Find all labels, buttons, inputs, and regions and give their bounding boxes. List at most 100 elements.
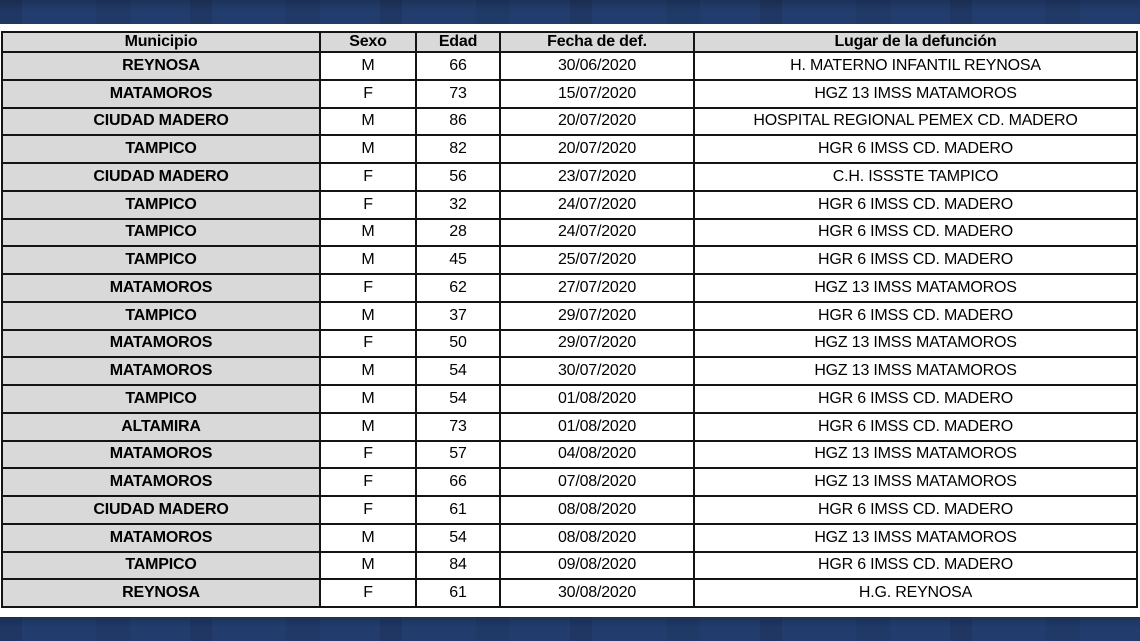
table-row: TAMPICO M 28 24/07/2020 HGR 6 IMSS CD. MADER…	[1, 217, 1138, 248]
cell-municipio: MATAMOROS	[1, 78, 321, 109]
cell-edad: 82	[415, 134, 501, 164]
cell-lugar: HGR 6 IMSS CD. MADERO	[693, 300, 1138, 331]
cell-lugar: HGZ 13 IMSS MATAMOROS	[693, 273, 1138, 303]
cell-edad: 54	[415, 522, 501, 553]
table-row: TAMPICO M 82 20/07/2020 HGR 6 IMSS CD. MADER…	[1, 134, 1138, 164]
header-row: Municipio Sexo Edad Fecha de def. Lugar de l…	[1, 31, 1138, 53]
table-row: MATAMOROS F 73 15/07/2020 HGZ 13 IMSS MATAMO…	[1, 78, 1138, 109]
cell-municipio: CIUDAD MADERO	[1, 495, 321, 525]
cell-sexo: M	[319, 356, 417, 386]
cell-lugar: HGR 6 IMSS CD. MADERO	[693, 550, 1138, 581]
cell-lugar: HGR 6 IMSS CD. MADERO	[693, 411, 1138, 442]
cell-lugar: HGZ 13 IMSS MATAMOROS	[693, 439, 1138, 470]
cell-sexo: M	[319, 384, 417, 414]
column-header-lugar: Lugar de la defunción	[693, 31, 1138, 53]
cell-fecha: 20/07/2020	[499, 134, 695, 164]
cell-municipio: TAMPICO	[1, 189, 321, 220]
cell-lugar: HGZ 13 IMSS MATAMOROS	[693, 522, 1138, 553]
table-row: CIUDAD MADERO F 61 08/08/2020 HGR 6 IMSS CD.…	[1, 495, 1138, 525]
cell-fecha: 23/07/2020	[499, 162, 695, 192]
table-row: TAMPICO M 45 25/07/2020 HGR 6 IMSS CD. MADER…	[1, 245, 1138, 275]
cell-municipio: TAMPICO	[1, 134, 321, 164]
cell-municipio: MATAMOROS	[1, 522, 321, 553]
cell-fecha: 15/07/2020	[499, 78, 695, 109]
table-row: TAMPICO M 37 29/07/2020 HGR 6 IMSS CD. MADER…	[1, 300, 1138, 331]
table-row: REYNOSA F 61 30/08/2020 H.G. REYNOSA	[1, 578, 1138, 608]
cell-municipio: TAMPICO	[1, 217, 321, 248]
cell-municipio: CIUDAD MADERO	[1, 106, 321, 137]
cell-edad: 28	[415, 217, 501, 248]
cell-edad: 37	[415, 300, 501, 331]
cell-edad: 54	[415, 384, 501, 414]
cell-sexo: F	[319, 273, 417, 303]
cell-fecha: 09/08/2020	[499, 550, 695, 581]
cell-lugar: HGR 6 IMSS CD. MADERO	[693, 495, 1138, 525]
cell-fecha: 01/08/2020	[499, 411, 695, 442]
column-header-edad: Edad	[415, 31, 501, 53]
cell-lugar: HGR 6 IMSS CD. MADERO	[693, 189, 1138, 220]
cell-edad: 50	[415, 328, 501, 359]
cell-lugar: H.G. REYNOSA	[693, 578, 1138, 608]
cell-fecha: 29/07/2020	[499, 300, 695, 331]
cell-municipio: MATAMOROS	[1, 328, 321, 359]
cell-edad: 56	[415, 162, 501, 192]
defunciones-table: Municipio Sexo Edad Fecha de def. Lugar de l…	[1, 31, 1138, 608]
cell-fecha: 08/08/2020	[499, 495, 695, 525]
cell-lugar: HOSPITAL REGIONAL PEMEX CD. MADERO	[693, 106, 1138, 137]
table-row: MATAMOROS M 54 30/07/2020 HGZ 13 IMSS MATAMO…	[1, 356, 1138, 386]
cell-fecha: 04/08/2020	[499, 439, 695, 470]
cell-lugar: HGR 6 IMSS CD. MADERO	[693, 217, 1138, 248]
cell-fecha: 30/06/2020	[499, 51, 695, 81]
cell-lugar: HGZ 13 IMSS MATAMOROS	[693, 467, 1138, 497]
cell-municipio: REYNOSA	[1, 578, 321, 608]
cell-sexo: M	[319, 550, 417, 581]
cell-sexo: M	[319, 411, 417, 442]
cell-sexo: M	[319, 217, 417, 248]
cell-edad: 61	[415, 578, 501, 608]
cell-edad: 54	[415, 356, 501, 386]
cell-edad: 57	[415, 439, 501, 470]
cell-municipio: CIUDAD MADERO	[1, 162, 321, 192]
cell-lugar: HGR 6 IMSS CD. MADERO	[693, 134, 1138, 164]
table-head: Municipio Sexo Edad Fecha de def. Lugar de l…	[1, 31, 1138, 53]
cell-fecha: 24/07/2020	[499, 217, 695, 248]
cell-edad: 32	[415, 189, 501, 220]
table-body: REYNOSA M 66 30/06/2020 H. MATERNO INFANTIL …	[1, 51, 1138, 608]
cell-lugar: C.H. ISSSTE TAMPICO	[693, 162, 1138, 192]
cell-sexo: F	[319, 328, 417, 359]
cell-municipio: TAMPICO	[1, 300, 321, 331]
cell-sexo: F	[319, 467, 417, 497]
cell-municipio: ALTAMIRA	[1, 411, 321, 442]
cell-edad: 73	[415, 78, 501, 109]
cell-municipio: MATAMOROS	[1, 273, 321, 303]
column-header-sexo: Sexo	[319, 31, 417, 53]
table-row: MATAMOROS F 66 07/08/2020 HGZ 13 IMSS MATAMO…	[1, 467, 1138, 497]
top-decorative-banner	[0, 0, 1140, 24]
cell-fecha: 25/07/2020	[499, 245, 695, 275]
table-row: MATAMOROS M 54 08/08/2020 HGZ 13 IMSS MATAMO…	[1, 522, 1138, 553]
cell-fecha: 20/07/2020	[499, 106, 695, 137]
cell-sexo: F	[319, 578, 417, 608]
cell-edad: 66	[415, 51, 501, 81]
cell-fecha: 24/07/2020	[499, 189, 695, 220]
cell-municipio: MATAMOROS	[1, 356, 321, 386]
cell-sexo: F	[319, 78, 417, 109]
cell-fecha: 07/08/2020	[499, 467, 695, 497]
table-row: MATAMOROS F 62 27/07/2020 HGZ 13 IMSS MATAMO…	[1, 273, 1138, 303]
cell-municipio: TAMPICO	[1, 550, 321, 581]
cell-fecha: 27/07/2020	[499, 273, 695, 303]
cell-municipio: MATAMOROS	[1, 439, 321, 470]
cell-sexo: M	[319, 300, 417, 331]
cell-edad: 62	[415, 273, 501, 303]
column-header-municipio: Municipio	[1, 31, 321, 53]
table-row: CIUDAD MADERO M 86 20/07/2020 HOSPITAL REGIO…	[1, 106, 1138, 137]
cell-edad: 86	[415, 106, 501, 137]
cell-lugar: HGZ 13 IMSS MATAMOROS	[693, 356, 1138, 386]
cell-sexo: F	[319, 162, 417, 192]
bottom-decorative-banner	[0, 617, 1140, 641]
cell-sexo: M	[319, 106, 417, 137]
cell-lugar: HGR 6 IMSS CD. MADERO	[693, 245, 1138, 275]
cell-lugar: H. MATERNO INFANTIL REYNOSA	[693, 51, 1138, 81]
cell-sexo: F	[319, 495, 417, 525]
cell-fecha: 01/08/2020	[499, 384, 695, 414]
